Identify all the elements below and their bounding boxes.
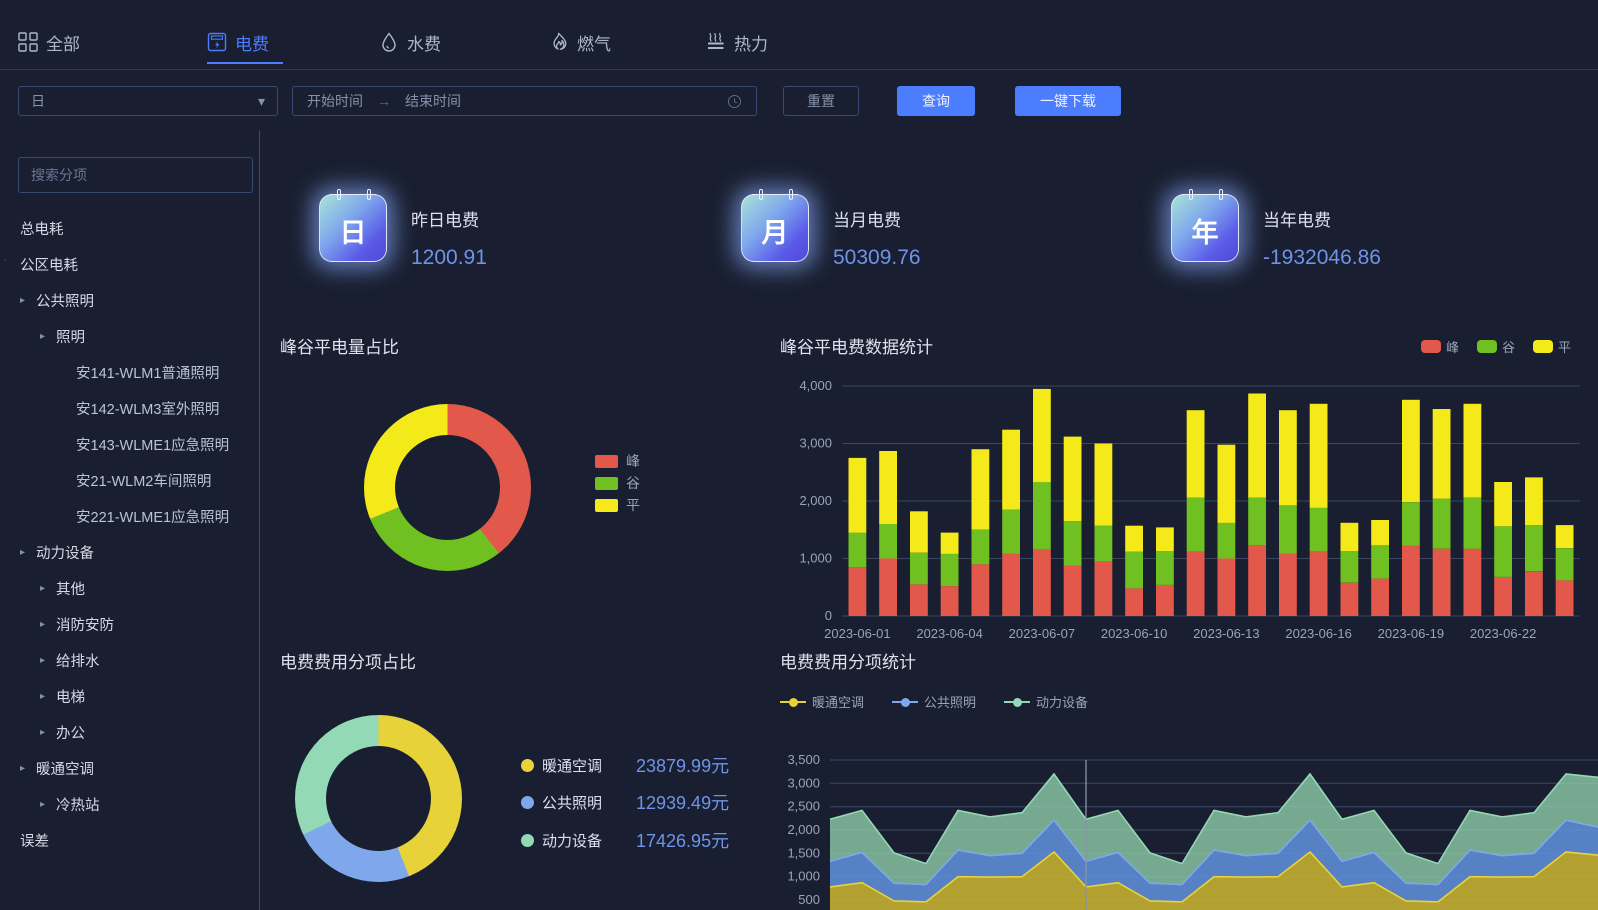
svg-text:3,000: 3,000 xyxy=(787,775,820,790)
svg-text:0: 0 xyxy=(825,608,832,623)
svg-text:2023-06-22: 2023-06-22 xyxy=(1470,626,1537,641)
svg-text:1,000: 1,000 xyxy=(799,551,832,566)
svg-text:2023-06-13: 2023-06-13 xyxy=(1193,626,1260,641)
svg-text:2023-06-16: 2023-06-16 xyxy=(1285,626,1352,641)
svg-text:1,500: 1,500 xyxy=(787,845,820,860)
svg-text:4,000: 4,000 xyxy=(799,378,832,393)
svg-text:2,000: 2,000 xyxy=(799,493,832,508)
svg-text:2023-06-04: 2023-06-04 xyxy=(916,626,983,641)
svg-text:1,000: 1,000 xyxy=(787,869,820,884)
svg-text:2023-06-19: 2023-06-19 xyxy=(1378,626,1445,641)
svg-text:2023-06-07: 2023-06-07 xyxy=(1009,626,1076,641)
svg-text:3,500: 3,500 xyxy=(787,752,820,767)
svg-text:2,000: 2,000 xyxy=(787,822,820,837)
svg-text:2023-06-01: 2023-06-01 xyxy=(824,626,891,641)
svg-text:500: 500 xyxy=(798,892,820,907)
svg-text:2023-06-10: 2023-06-10 xyxy=(1101,626,1168,641)
svg-text:3,000: 3,000 xyxy=(799,436,832,451)
svg-text:2,500: 2,500 xyxy=(787,799,820,814)
